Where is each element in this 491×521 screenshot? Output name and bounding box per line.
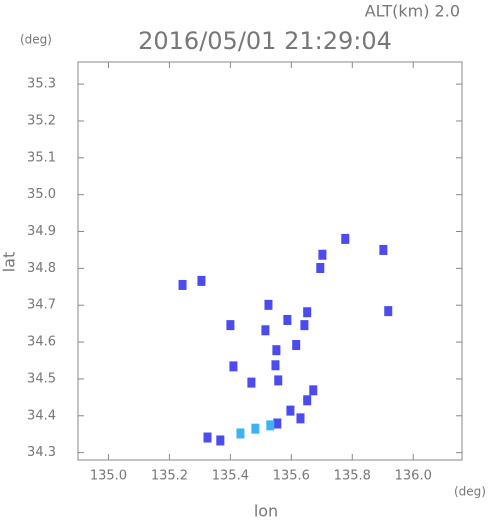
y-tick-label: 34.8 — [27, 261, 56, 276]
y-tick-label: 35.0 — [27, 187, 56, 202]
echo-cell — [296, 413, 305, 424]
echo-cell — [292, 340, 301, 351]
y-unit: (deg) — [20, 33, 52, 47]
echo-cell — [316, 263, 325, 274]
echo-cell — [303, 395, 312, 406]
x-tick-label: 135.4 — [212, 469, 249, 484]
chart-title: 2016/05/01 21:29:04 — [138, 27, 392, 55]
y-tick-label: 34.3 — [27, 445, 56, 460]
y-tick-label: 35.2 — [27, 113, 56, 128]
echo-cell — [236, 428, 245, 439]
echo-cell — [341, 233, 350, 244]
plot-frame — [77, 61, 463, 461]
echo-cell — [273, 418, 282, 429]
echo-cell — [261, 325, 270, 336]
echo-cell — [272, 345, 281, 356]
y-tick-label: 34.9 — [27, 224, 56, 239]
echo-cell — [247, 377, 256, 388]
echo-cell — [178, 279, 187, 290]
y-tick-label: 35.3 — [27, 77, 56, 92]
echo-cell — [271, 360, 280, 371]
echo-cell — [226, 320, 235, 331]
echo-cell — [309, 385, 318, 396]
y-tick-label: 34.5 — [27, 371, 56, 386]
echo-cell — [286, 405, 295, 416]
echo-cell — [266, 420, 275, 431]
y-tick-label: 34.7 — [27, 298, 56, 313]
echo-cell — [384, 306, 393, 317]
y-tick-label: 34.4 — [27, 408, 56, 423]
echo-cell — [216, 435, 225, 446]
echo-cell — [264, 299, 273, 310]
x-unit: (deg) — [454, 485, 486, 499]
echo-cell — [274, 375, 283, 386]
x-axis-label: lon — [254, 502, 278, 521]
echo-cell — [303, 307, 312, 318]
y-tick-label: 35.1 — [27, 150, 56, 165]
echo-cell — [229, 361, 238, 372]
echo-cell — [283, 314, 292, 325]
x-tick-label: 135.0 — [90, 469, 127, 484]
x-tick-label: 136.0 — [395, 469, 432, 484]
altitude-label: ALT(km) 2.0 — [365, 2, 460, 21]
echo-cell — [203, 432, 212, 443]
echo-cell — [318, 249, 327, 260]
echo-cell — [197, 275, 206, 286]
y-axis-label: lat — [0, 252, 19, 273]
echo-cell — [300, 320, 309, 331]
echo-cell — [379, 244, 388, 255]
x-tick-label: 135.2 — [151, 469, 188, 484]
echo-cell — [251, 423, 260, 434]
y-tick-label: 34.6 — [27, 335, 56, 350]
x-tick-label: 135.8 — [334, 469, 371, 484]
x-tick-label: 135.6 — [273, 469, 310, 484]
